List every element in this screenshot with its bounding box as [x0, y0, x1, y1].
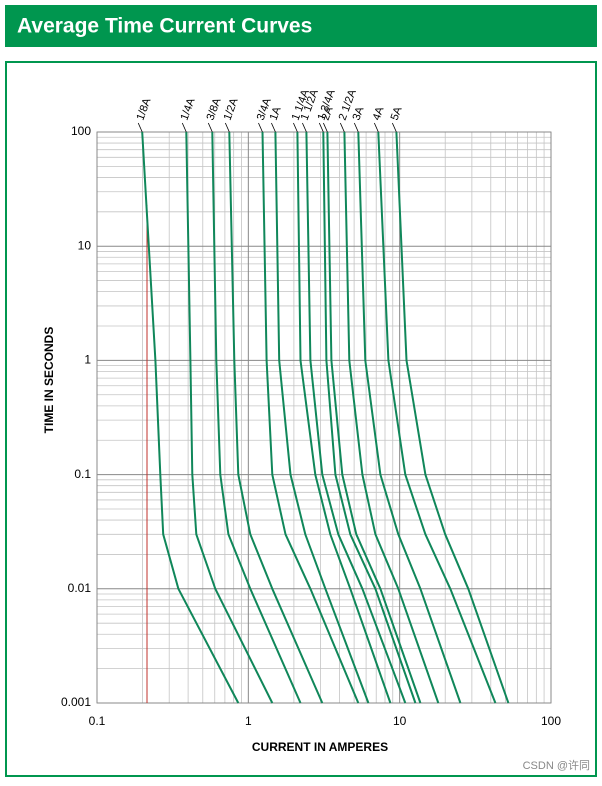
curve	[357, 131, 462, 704]
y-tick-label: 100	[71, 124, 91, 138]
label-leader	[181, 122, 187, 133]
y-tick-label: 0.001	[61, 695, 91, 709]
curve-label: 1/2A	[222, 96, 241, 122]
label-leader	[271, 122, 276, 133]
label-leader	[353, 122, 359, 133]
label-leader	[339, 122, 345, 133]
x-axis-label: CURRENT IN AMPERES	[252, 740, 388, 754]
curve	[377, 131, 497, 704]
curve-label: 2A	[320, 105, 336, 122]
curve-label: 3A	[351, 105, 367, 122]
x-tick-label: 1	[245, 714, 252, 728]
curve-label: 1/8A	[135, 96, 154, 122]
x-tick-label: 0.1	[89, 714, 106, 728]
label-leader	[318, 122, 324, 133]
curve	[261, 131, 360, 704]
curve-label: 5A	[389, 105, 405, 122]
x-tick-label: 100	[541, 714, 561, 728]
curve	[395, 131, 510, 704]
curve	[322, 131, 417, 704]
curve-label: 1A	[268, 105, 284, 122]
header-title: Average Time Current Curves	[17, 15, 312, 38]
curve	[185, 131, 274, 704]
label-leader	[391, 122, 397, 133]
curve	[274, 131, 370, 704]
y-tick-label: 0.1	[74, 467, 91, 481]
label-leader	[207, 122, 213, 133]
watermark: CSDN @许同	[523, 759, 590, 772]
curve	[326, 131, 422, 704]
label-leader	[302, 122, 307, 133]
curve	[228, 131, 324, 704]
y-tick-label: 0.01	[68, 581, 92, 595]
y-tick-label: 1	[84, 353, 91, 367]
y-axis-label: TIME IN SECONDS	[42, 327, 56, 434]
curve-label: 1/4A	[179, 96, 198, 122]
label-leader	[137, 122, 143, 133]
curve	[343, 131, 440, 704]
curve-label: 4A	[371, 105, 387, 122]
x-tick-label: 10	[393, 714, 407, 728]
curve	[305, 131, 407, 704]
curve	[296, 131, 392, 704]
curve	[211, 131, 302, 704]
frame	[5, 61, 597, 777]
label-leader	[293, 122, 298, 133]
label-leader	[323, 122, 328, 133]
label-leader	[224, 122, 230, 133]
label-leader	[373, 122, 379, 133]
y-tick-label: 10	[78, 238, 92, 252]
label-leader	[258, 122, 263, 133]
curve	[141, 131, 240, 704]
header-band	[5, 5, 597, 47]
